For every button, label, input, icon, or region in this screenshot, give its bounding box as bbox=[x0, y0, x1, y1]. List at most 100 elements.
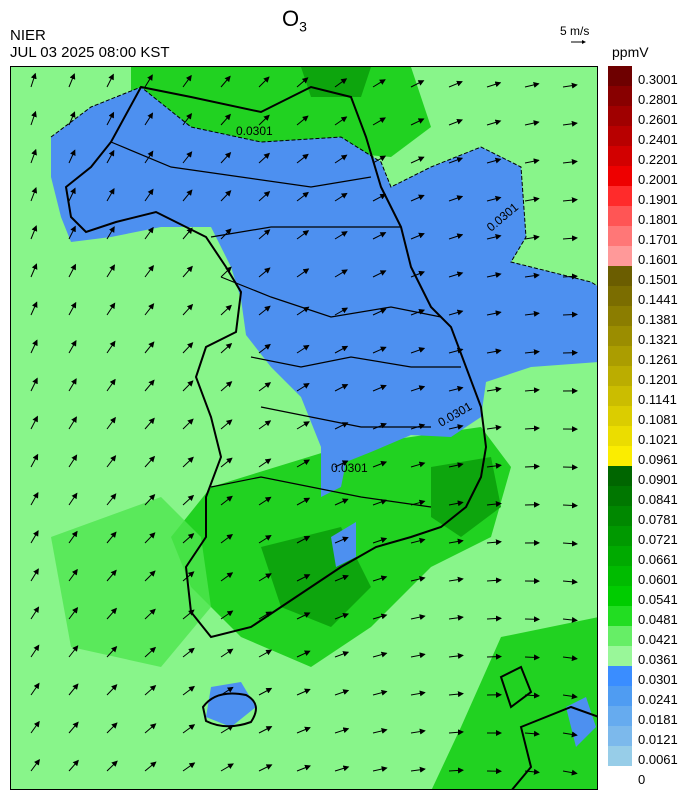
wind-arrow-icon bbox=[410, 576, 426, 582]
wind-arrow-icon bbox=[334, 536, 349, 544]
wind-arrow-icon bbox=[372, 308, 387, 316]
wind-arrow-icon bbox=[106, 73, 114, 88]
wind-arrow-icon bbox=[182, 380, 194, 392]
wind-arrow-icon bbox=[182, 533, 195, 544]
colorbar-swatch bbox=[608, 646, 632, 667]
wind-arrow-icon bbox=[258, 382, 272, 392]
wind-arrow-icon bbox=[258, 573, 272, 582]
colorbar-level-label: 0.0841 bbox=[638, 492, 678, 507]
wind-arrow-icon bbox=[30, 377, 38, 392]
colorbar-level-label: 0.0781 bbox=[638, 512, 678, 527]
wind-arrow-icon bbox=[334, 460, 349, 468]
colorbar-level-label: 0.1381 bbox=[638, 312, 678, 327]
wind-arrow-icon bbox=[334, 116, 348, 126]
wind-arrow-icon bbox=[220, 763, 234, 772]
wind-arrow-icon bbox=[220, 534, 234, 544]
wind-arrow-icon bbox=[220, 151, 232, 164]
wind-arrow-icon bbox=[106, 493, 117, 506]
wind-arrow-icon bbox=[144, 723, 157, 734]
colorbar-swatch bbox=[608, 206, 632, 227]
wind-arrow-icon bbox=[448, 233, 464, 240]
wind-arrow-icon bbox=[410, 766, 426, 773]
colorbar-level-label: 0.2801 bbox=[638, 92, 678, 107]
wind-arrow-icon bbox=[296, 459, 311, 468]
colorbar-level-label: 0.1701 bbox=[638, 232, 678, 247]
wind-arrow-icon bbox=[182, 303, 194, 316]
wind-arrow-icon bbox=[524, 310, 540, 317]
colorbar-swatch bbox=[608, 526, 632, 547]
contour-label: 0.0301 bbox=[331, 461, 368, 475]
wind-arrow-icon bbox=[182, 189, 193, 202]
wind-arrow-icon bbox=[220, 457, 233, 468]
wind-arrow-icon bbox=[448, 614, 464, 621]
organization-label: NIER bbox=[10, 27, 46, 44]
colorbar-level-label: 0.0361 bbox=[638, 652, 678, 667]
wind-arrow-icon bbox=[524, 272, 540, 279]
wind-arrow-icon bbox=[448, 309, 464, 316]
colorbar-level-label: 0.1081 bbox=[638, 412, 678, 427]
wind-arrow-icon bbox=[144, 570, 156, 582]
wind-arrow-icon bbox=[448, 767, 464, 774]
wind-arrow-icon bbox=[562, 273, 578, 280]
colorbar-level-label: 0.1801 bbox=[638, 212, 678, 227]
colorbar-swatch bbox=[608, 446, 632, 467]
wind-arrow-icon bbox=[524, 463, 540, 470]
map-title: O3 bbox=[282, 6, 307, 34]
wind-arrow-icon bbox=[182, 724, 196, 734]
wind-arrow-icon bbox=[372, 79, 386, 88]
colorbar-level-label: 0.1501 bbox=[638, 272, 678, 287]
colorbar-level-label: 0.0661 bbox=[638, 552, 678, 567]
wind-arrow-icon bbox=[258, 305, 271, 316]
wind-arrow-icon bbox=[258, 534, 272, 544]
wind-arrow-icon bbox=[220, 228, 232, 240]
colorbar-level-label: 0.1321 bbox=[638, 332, 678, 347]
wind-arrow-icon bbox=[182, 342, 194, 354]
colorbar-level-label: 0.2201 bbox=[638, 152, 678, 167]
wind-arrow-icon bbox=[106, 302, 116, 316]
colorbar-level-label: 0.0121 bbox=[638, 732, 678, 747]
wind-arrow-icon bbox=[296, 536, 311, 544]
colorbar-swatch bbox=[608, 66, 632, 87]
wind-arrow-icon bbox=[106, 188, 115, 202]
colorbar-level-label: 0.1021 bbox=[638, 432, 678, 447]
contour-0301-line bbox=[50, 86, 597, 287]
wind-arrow-icon bbox=[68, 263, 76, 278]
wind-arrow-icon bbox=[30, 530, 39, 544]
wind-arrow-icon bbox=[144, 417, 155, 430]
wind-arrow-icon bbox=[448, 652, 464, 659]
wind-arrow-icon bbox=[410, 537, 426, 544]
wind-arrow-icon bbox=[410, 614, 426, 621]
wind-arrow-icon bbox=[258, 611, 272, 620]
ozone-blue-patch-south bbox=[331, 522, 356, 567]
wind-arrow-icon bbox=[220, 190, 232, 202]
wind-arrow-icon bbox=[334, 727, 350, 734]
wind-arrow-icon bbox=[106, 722, 118, 734]
colorbar-level-label: 0.1601 bbox=[638, 252, 678, 267]
wind-arrow-icon bbox=[30, 453, 39, 468]
wind-arrow-icon bbox=[30, 110, 37, 126]
wind-arrow-icon bbox=[334, 269, 348, 278]
wind-arrow-icon bbox=[68, 225, 76, 240]
colorbar-swatch bbox=[608, 106, 632, 127]
wind-arrow-icon bbox=[68, 111, 76, 126]
wind-arrow-icon bbox=[182, 456, 194, 468]
wind-arrow-icon bbox=[410, 652, 426, 659]
wind-arrow-icon bbox=[220, 495, 233, 506]
wind-arrow-icon bbox=[296, 612, 311, 620]
colorbar-level-label: 0.1901 bbox=[638, 192, 678, 207]
wind-arrow-icon bbox=[448, 118, 463, 126]
colorbar-level-label: 0.1141 bbox=[638, 392, 677, 407]
wind-arrow-icon bbox=[106, 149, 115, 164]
unit-label: ppmV bbox=[612, 44, 649, 60]
colorbar-swatch bbox=[608, 226, 632, 247]
wind-arrow-icon bbox=[68, 73, 76, 88]
colorbar-swatch bbox=[608, 326, 632, 347]
wind-arrow-icon bbox=[486, 195, 502, 202]
wind-arrow-icon bbox=[182, 762, 196, 772]
wind-arrow-icon bbox=[220, 648, 234, 658]
wind-arrow-icon bbox=[30, 263, 38, 278]
colorbar-swatch bbox=[608, 626, 632, 647]
kyushu-outline bbox=[511, 705, 597, 789]
wind-arrow-icon bbox=[258, 726, 273, 734]
wind-arrow-icon bbox=[372, 727, 388, 734]
